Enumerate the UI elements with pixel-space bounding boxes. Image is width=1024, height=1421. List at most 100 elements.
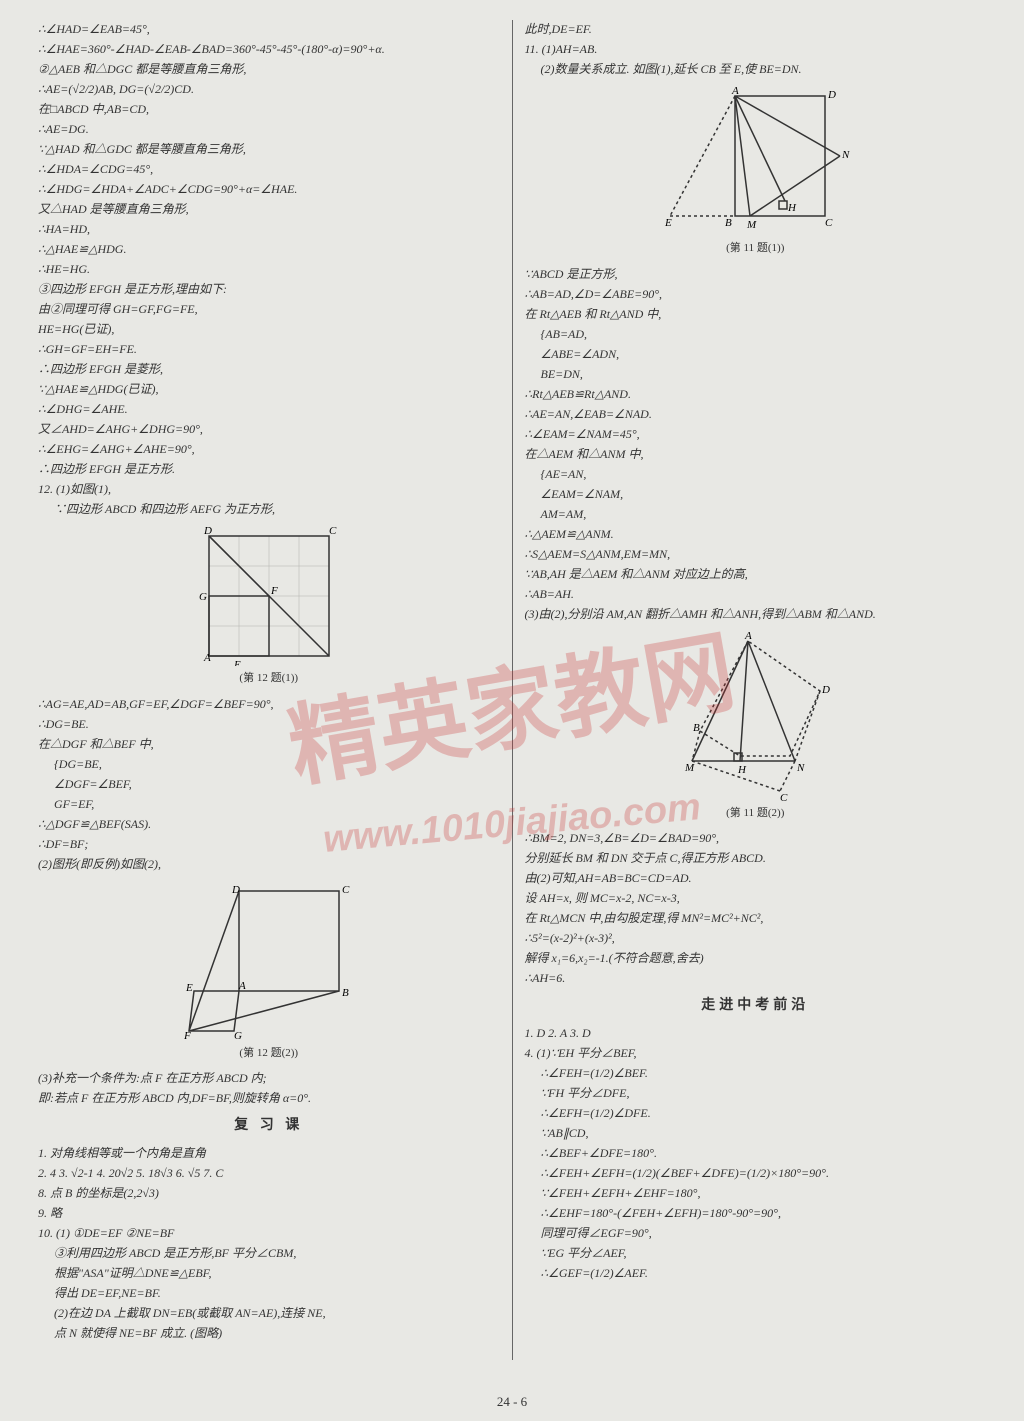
figure-11-2-caption: (第 11 题(2))	[524, 805, 986, 822]
svg-text:C: C	[342, 884, 350, 896]
math-line: 解得 x₁=6,x₂=-1.(不符合题意,舍去)	[524, 949, 986, 967]
math-line: GF=EF,	[38, 795, 500, 813]
figure-12-2: A B C D E F G (第 12 题(2))	[38, 881, 500, 1062]
math-line: ∠DGF=∠BEF,	[38, 775, 500, 793]
review-item: 2. 4 3. √2-1 4. 20√2 5. 18√3 6. √5 7. C	[38, 1164, 500, 1182]
math-line: 11. (1)AH=AB.	[524, 40, 986, 58]
exam-line: ∴∠EHF=180°-(∠FEH+∠EFH)=180°-90°=90°,	[524, 1204, 986, 1222]
math-line: ∵四边形 ABCD 和四边形 AEFG 为正方形,	[38, 500, 500, 518]
exam-line: ∴∠BEF+∠DFE=180°.	[524, 1144, 986, 1162]
svg-text:C: C	[780, 792, 788, 801]
math-line: 在 Rt△AEB 和 Rt△AND 中,	[524, 305, 986, 323]
exam-line: ∵∠FEH+∠EFH+∠EHF=180°,	[524, 1184, 986, 1202]
svg-text:E: E	[185, 982, 193, 994]
math-line: ∴AH=6.	[524, 969, 986, 987]
math-line: ∴∠HAD=∠EAB=45°,	[38, 20, 500, 38]
figure-11-2: A B C D H M N (第 11 题(2))	[524, 631, 986, 822]
svg-text:F: F	[184, 1030, 191, 1041]
review-section-title: 复 习 课	[38, 1115, 500, 1136]
review-item: 10. (1) ①DE=EF ②NE=BF	[38, 1224, 500, 1242]
problem-12-intro: 12. (1)如图(1),	[38, 480, 500, 498]
svg-text:N: N	[841, 149, 850, 161]
exam-line: ∴∠GEF=(1/2)∠AEF.	[524, 1264, 986, 1282]
math-line: ∴HE=HG.	[38, 260, 500, 278]
math-line: ∴S△AEM=S△ANM,EM=MN,	[524, 545, 986, 563]
math-line: ∴四边形 EFGH 是菱形,	[38, 360, 500, 378]
math-line: (3)补充一个条件为:点 F 在正方形 ABCD 内;	[38, 1069, 500, 1087]
math-line: ∴∠EAM=∠NAM=45°,	[524, 425, 986, 443]
math-line: ∵△HAD 和△GDC 都是等腰直角三角形,	[38, 140, 500, 158]
math-line: 在△AEM 和△ANM 中,	[524, 445, 986, 463]
svg-text:A: A	[731, 86, 739, 97]
left-text-after-fig1: ∴AG=AE,AD=AB,GF=EF,∠DGF=∠BEF=90°, ∴DG=BE…	[38, 695, 500, 873]
math-line: ∴HA=HD,	[38, 220, 500, 238]
math-line: ②△AEB 和△DGC 都是等腰直角三角形,	[38, 60, 500, 78]
math-line: ∴∠DHG=∠AHE.	[38, 400, 500, 418]
svg-text:D: D	[231, 884, 240, 896]
math-line: ∴DG=BE.	[38, 715, 500, 733]
math-line: ∴Rt△AEB≌Rt△AND.	[524, 385, 986, 403]
math-line: 在 Rt△MCN 中,由勾股定理,得 MN²=MC²+NC²,	[524, 909, 986, 927]
right-column: 此时,DE=EF. 11. (1)AH=AB. (2)数量关系成立. 如图(1)…	[516, 20, 994, 1360]
exam-line: 1. D 2. A 3. D	[524, 1024, 986, 1042]
svg-text:N: N	[796, 762, 805, 774]
math-line: ∴∠EHG=∠AHG+∠AHE=90°,	[38, 440, 500, 458]
review-items: 1. 对角线相等或一个内角是直角 2. 4 3. √2-1 4. 20√2 5.…	[38, 1144, 500, 1342]
exam-line: ∴∠FEH=(1/2)∠BEF.	[524, 1064, 986, 1082]
math-line: ∴DF=BF;	[38, 835, 500, 853]
svg-text:D: D	[827, 89, 836, 101]
svg-text:B: B	[342, 987, 349, 999]
left-text-block-1: ∴∠HAD=∠EAB=45°, ∴∠HAE=360°-∠HAD-∠EAB-∠BA…	[38, 20, 500, 478]
math-line: ∵△HAE≌△HDG(已证),	[38, 380, 500, 398]
right-text-after-fig11-2: ∴BM=2, DN=3,∠B=∠D=∠BAD=90°, 分别延长 BM 和 DN…	[524, 829, 986, 987]
exam-line: 4. (1)∵EH 平分∠BEF,	[524, 1044, 986, 1062]
math-line: {AE=AN,	[524, 465, 986, 483]
svg-text:E: E	[233, 659, 241, 666]
svg-text:B: B	[725, 217, 732, 229]
math-line: ∴∠HDG=∠HDA+∠ADC+∠CDG=90°+α=∠HAE.	[38, 180, 500, 198]
svg-text:F: F	[270, 585, 278, 597]
math-line: ∴GH=GF=EH=FE.	[38, 340, 500, 358]
review-item: ③利用四边形 ABCD 是正方形,BF 平分∠CBM,	[38, 1244, 500, 1262]
svg-text:A: A	[744, 631, 752, 642]
svg-text:D: D	[203, 526, 212, 537]
svg-text:C: C	[825, 217, 833, 229]
math-line: 又△HAD 是等腰直角三角形,	[38, 200, 500, 218]
math-line: {AB=AD,	[524, 325, 986, 343]
math-line: ∴AB=AD,∠D=∠ABE=90°,	[524, 285, 986, 303]
math-line: (2)数量关系成立. 如图(1),延长 CB 至 E,使 BE=DN.	[524, 60, 986, 78]
svg-text:G: G	[234, 1030, 242, 1041]
figure-12-2-caption: (第 12 题(2))	[38, 1045, 500, 1062]
figure-12-1: A C D E F G (第 12 题(1))	[38, 526, 500, 687]
page-content: ∴∠HAD=∠EAB=45°, ∴∠HAE=360°-∠HAD-∠EAB-∠BA…	[0, 0, 1024, 1380]
right-text-after-fig11-1: ∵ABCD 是正方形, ∴AB=AD,∠D=∠ABE=90°, 在 Rt△AEB…	[524, 265, 986, 623]
math-line: ∴△AEM≌△ANM.	[524, 525, 986, 543]
exam-section-title: 走进中考前沿	[524, 995, 986, 1016]
math-line: ∴AB=AH.	[524, 585, 986, 603]
math-line: AM=AM,	[524, 505, 986, 523]
figure-11-1-caption: (第 11 题(1))	[524, 240, 986, 257]
page-number: 24 - 6	[0, 1392, 1024, 1412]
math-line: HE=HG(已证),	[38, 320, 500, 338]
review-item: 点 N 就使得 NE=BF 成立. (图略)	[38, 1324, 500, 1342]
svg-text:D: D	[821, 684, 830, 696]
review-item: 得出 DE=EF,NE=BF.	[38, 1284, 500, 1302]
exam-line: ∴∠EFH=(1/2)∠DFE.	[524, 1104, 986, 1122]
svg-text:M: M	[684, 762, 695, 774]
exam-line: 同理可得∠EGF=90°,	[524, 1224, 986, 1242]
math-line: ∴∠HDA=∠CDG=45°,	[38, 160, 500, 178]
math-line: ∴四边形 EFGH 是正方形.	[38, 460, 500, 478]
math-line: ∴5²=(x-2)²+(x-3)²,	[524, 929, 986, 947]
math-line: 设 AH=x, 则 MC=x-2, NC=x-3,	[524, 889, 986, 907]
math-line: ∠ABE=∠ADN,	[524, 345, 986, 363]
exam-line: ∵EG 平分∠AEF,	[524, 1244, 986, 1262]
svg-text:B: B	[693, 722, 700, 734]
math-line: (3)由(2),分别沿 AM,AN 翻折△AMH 和△ANH,得到△ABM 和△…	[524, 605, 986, 623]
math-line: 在□ABCD 中,AB=CD,	[38, 100, 500, 118]
svg-text:A: A	[203, 652, 211, 664]
exam-items: 1. D 2. A 3. D 4. (1)∵EH 平分∠BEF, ∴∠FEH=(…	[524, 1024, 986, 1282]
math-line: 即:若点 F 在正方形 ABCD 内,DF=BF,则旋转角 α=0°.	[38, 1089, 500, 1107]
exam-line: ∵FH 平分∠DFE,	[524, 1084, 986, 1102]
math-line: ∴AE=DG.	[38, 120, 500, 138]
column-divider	[512, 20, 513, 1360]
